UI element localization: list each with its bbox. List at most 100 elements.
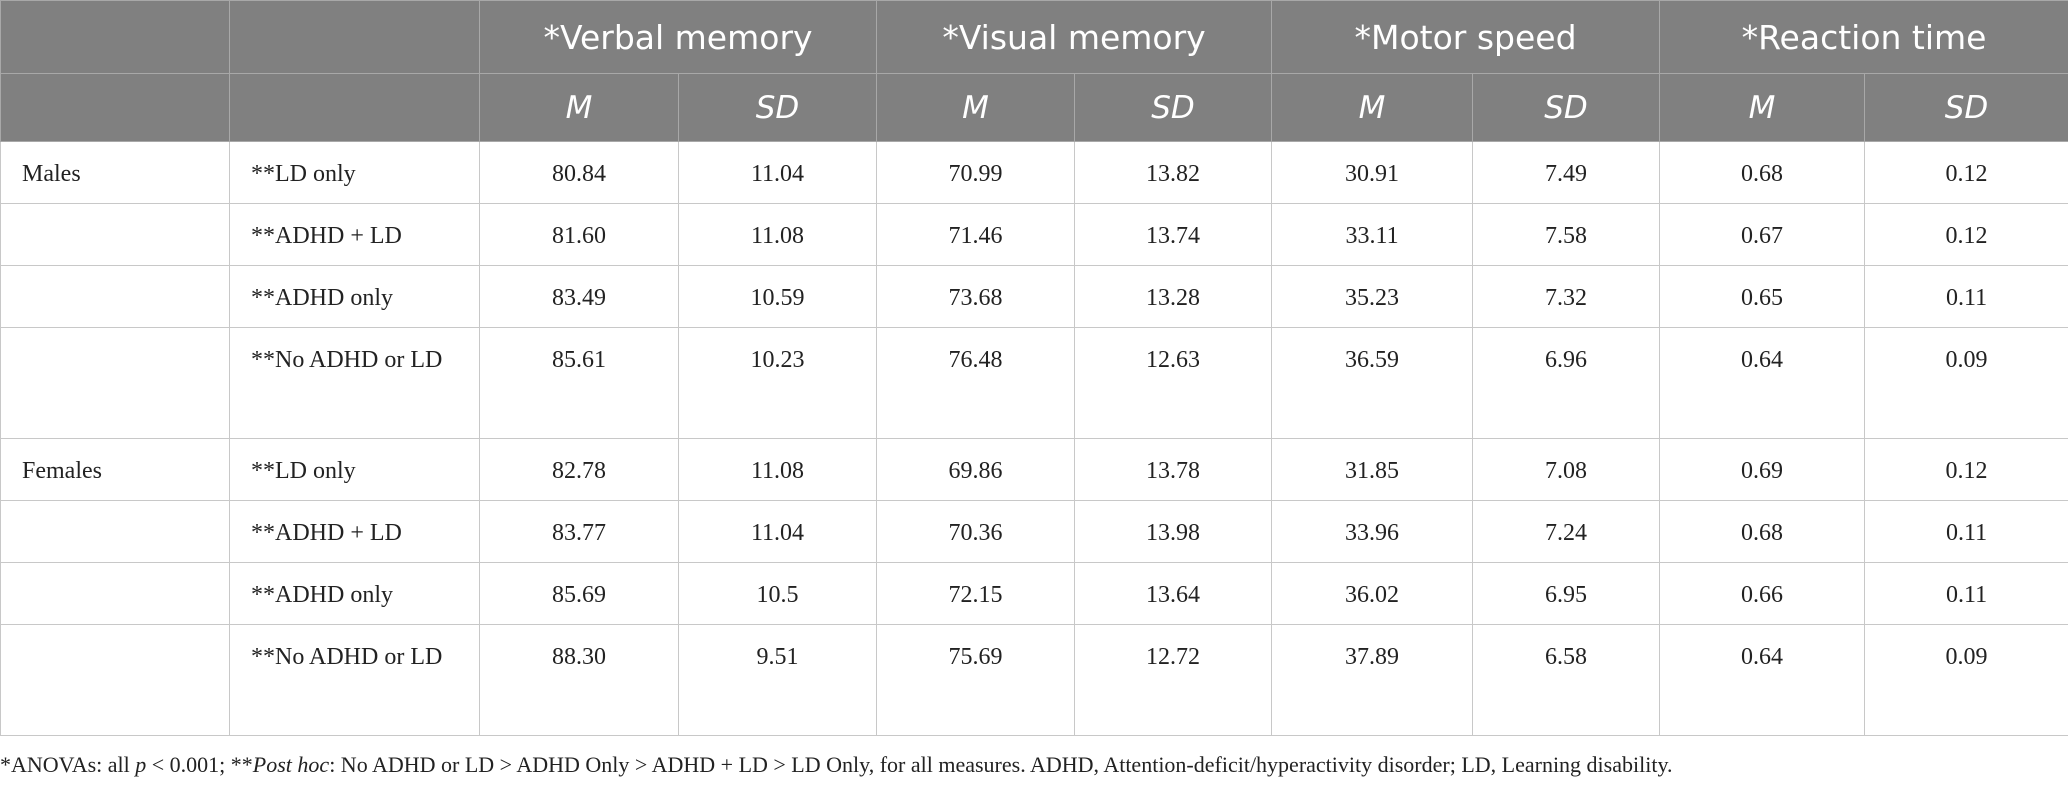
footnote-part: : No ADHD or LD > ADHD Only > ADHD + LD … (329, 752, 1673, 777)
value-cell: 0.11 (1864, 562, 2068, 625)
row-label-cell: **ADHD + LD (229, 500, 480, 563)
value-cell: 10.23 (678, 327, 877, 439)
value-cell: 13.74 (1073, 203, 1273, 266)
value-cell: 0.67 (1659, 203, 1866, 266)
value-cell: 33.11 (1271, 203, 1474, 266)
table-row: **ADHD + LD 83.77 11.04 70.36 13.98 33.96 7.24… (0, 500, 2068, 563)
table-row: Females **LD only 82.78 11.08 69.86 13.78 31.8… (0, 438, 2068, 501)
row-label-cell: **LD only (229, 141, 480, 204)
value-cell: 0.69 (1659, 438, 1866, 501)
value-cell: 13.64 (1073, 562, 1273, 625)
value-cell: 72.15 (876, 562, 1075, 625)
section-cell (0, 624, 230, 736)
value-cell: 76.48 (876, 327, 1075, 439)
blank (229, 0, 480, 74)
row-label: **LD only (251, 161, 356, 187)
table-row: **ADHD only 85.69 10.5 72.15 13.64 36.02 6.95 0… (0, 562, 2068, 625)
row-label-cell: **No ADHD or LD (229, 327, 480, 439)
footnote-part: < 0.001; ** (146, 752, 253, 777)
row-label-cell: **No ADHD or LD (229, 624, 480, 736)
value-cell: 9.51 (678, 624, 877, 736)
subheader: M (1271, 73, 1474, 142)
subheader: SD (678, 73, 877, 142)
row-label: **LD only (251, 458, 356, 484)
value-cell: 75.69 (876, 624, 1075, 736)
value-cell: 7.49 (1472, 141, 1661, 204)
value-cell: 0.68 (1659, 500, 1866, 563)
value-cell: 6.96 (1472, 327, 1661, 439)
row-label: **ADHD only (251, 285, 393, 311)
blank (0, 0, 230, 74)
value-cell: 0.09 (1864, 327, 2068, 439)
value-cell: 36.59 (1271, 327, 1474, 439)
subheader: SD (1073, 73, 1273, 142)
table-row: **No ADHD or LD 88.30 9.51 75.69 12.72 37.89 6… (0, 624, 2068, 736)
value-cell: 70.36 (876, 500, 1075, 563)
value-cell: 7.08 (1472, 438, 1661, 501)
value-cell: 11.08 (678, 203, 877, 266)
subheader: SD (1864, 73, 2068, 142)
value-cell: 88.30 (479, 624, 679, 736)
group-header: *Reaction time (1659, 0, 2068, 74)
section-name: Females (22, 458, 102, 484)
section-cell: Females (0, 438, 230, 501)
value-cell: 0.64 (1659, 327, 1866, 439)
section-cell (0, 562, 230, 625)
footnote-part: p (135, 752, 147, 777)
footnote-part: Post hoc (252, 752, 330, 777)
value-cell: 83.77 (479, 500, 679, 563)
value-cell: 31.85 (1271, 438, 1474, 501)
value-cell: 7.32 (1472, 265, 1661, 328)
value-cell: 73.68 (876, 265, 1075, 328)
value-cell: 81.60 (479, 203, 679, 266)
table-row: Males **LD only 80.84 11.04 70.99 13.82 30.91 7… (0, 141, 2068, 204)
group-header: *Verbal memory (479, 0, 877, 74)
row-label: **ADHD + LD (251, 520, 402, 546)
value-cell: 0.12 (1864, 203, 2068, 266)
value-cell: 0.12 (1864, 141, 2068, 204)
row-label: **No ADHD or LD (251, 347, 443, 373)
value-cell: 0.09 (1864, 624, 2068, 736)
table-row: **ADHD only 83.49 10.59 73.68 13.28 35.23 7.32… (0, 265, 2068, 328)
value-cell: 13.82 (1073, 141, 1273, 204)
value-cell: 0.11 (1864, 500, 2068, 563)
value-cell: 10.5 (678, 562, 877, 625)
value-cell: 70.99 (876, 141, 1075, 204)
subheader: M (876, 73, 1075, 142)
value-cell: 82.78 (479, 438, 679, 501)
section-cell: Males (0, 141, 230, 204)
section-cell (0, 327, 230, 439)
blank (0, 73, 230, 142)
row-label-cell: **LD only (229, 438, 480, 501)
value-cell: 12.63 (1073, 327, 1273, 439)
value-cell: 85.69 (479, 562, 679, 625)
value-cell: 7.24 (1472, 500, 1661, 563)
value-cell: 0.12 (1864, 438, 2068, 501)
value-cell: 0.68 (1659, 141, 1866, 204)
row-label: **No ADHD or LD (251, 644, 443, 670)
data-table: *Verbal memory *Visual memory *Motor speed… (0, 0, 2068, 736)
value-cell: 0.64 (1659, 624, 1866, 736)
value-cell: 11.04 (678, 141, 877, 204)
value-cell: 6.95 (1472, 562, 1661, 625)
footnote-part: *ANOVAs: all (0, 752, 136, 777)
value-cell: 11.04 (678, 500, 877, 563)
value-cell: 36.02 (1271, 562, 1474, 625)
value-cell: 6.58 (1472, 624, 1661, 736)
value-cell: 7.58 (1472, 203, 1661, 266)
value-cell: 13.98 (1073, 500, 1273, 563)
row-label-cell: **ADHD + LD (229, 203, 480, 266)
group-header: *Visual memory (875, 0, 1273, 74)
row-label-cell: **ADHD only (229, 265, 480, 328)
value-cell: 12.72 (1073, 624, 1273, 736)
value-cell: 85.61 (479, 327, 679, 439)
table-row: **ADHD + LD 81.60 11.08 71.46 13.74 33.11 7.58… (0, 203, 2068, 266)
value-cell: 0.65 (1659, 265, 1866, 328)
subheader: M (1659, 73, 1866, 142)
table-row: **No ADHD or LD 85.61 10.23 76.48 12.63 36.59… (0, 327, 2068, 439)
group-header: *Motor speed (1271, 0, 1661, 74)
value-cell: 80.84 (479, 141, 679, 204)
value-cell: 35.23 (1271, 265, 1474, 328)
value-cell: 33.96 (1271, 500, 1474, 563)
